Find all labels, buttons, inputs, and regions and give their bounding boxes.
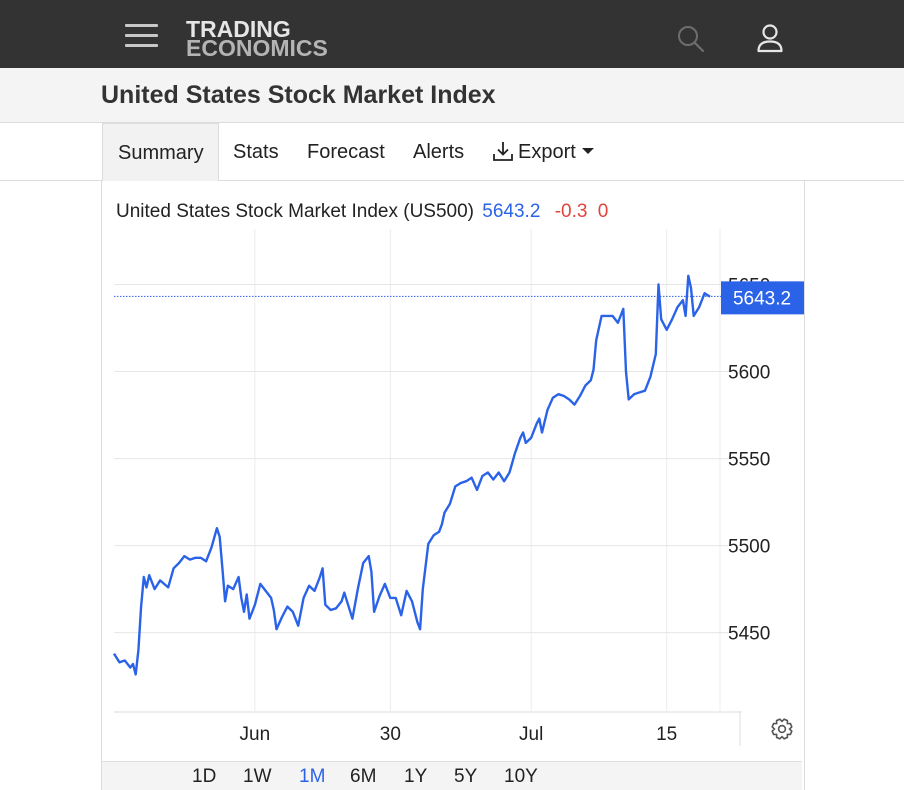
price-chart[interactable]: 54505500555056005650Jun30Jul155643.2 — [102, 181, 804, 761]
tab-forecast-label: Forecast — [307, 141, 385, 163]
logo-line2: ECONOMICS — [186, 35, 328, 61]
chevron-down-icon — [581, 147, 594, 154]
tab-bar: Summary Stats Forecast Alerts Export — [0, 123, 904, 181]
y-tick-label: 5600 — [728, 363, 770, 384]
menu-icon[interactable] — [125, 24, 158, 48]
time-range-bar: 1D 1W 1M 6M 1Y 5Y 10Y — [102, 761, 802, 790]
chart-panel: 54505500555056005650Jun30Jul155643.2 Uni… — [101, 181, 805, 790]
chart-change: -0.3 — [554, 201, 588, 222]
title-bar: United States Stock Market Index — [0, 68, 904, 123]
logo-line1: TRADING — [186, 16, 291, 42]
page-title: United States Stock Market Index — [101, 81, 496, 109]
x-tick-label: 15 — [656, 724, 677, 745]
x-tick-label: 30 — [380, 724, 401, 745]
tab-alerts[interactable]: Alerts — [413, 123, 464, 180]
chart-change-percent: 0 — [597, 201, 609, 222]
range-1d[interactable]: 1D — [192, 766, 217, 787]
series-line — [112, 274, 711, 676]
chart-instrument-name: United States Stock Market Index (US500) — [116, 201, 474, 222]
y-tick-label: 5550 — [728, 450, 770, 471]
tab-summary-label: Summary — [118, 142, 204, 164]
tab-summary[interactable]: Summary — [102, 123, 219, 181]
tab-stats[interactable]: Stats — [233, 123, 279, 180]
trading-economics-logo[interactable]: TRADING ECONOMICS — [186, 16, 356, 61]
range-5y[interactable]: 5Y — [454, 766, 478, 787]
range-10y[interactable]: 10Y — [504, 766, 538, 787]
search-icon[interactable] — [676, 24, 706, 54]
x-tick-label: Jun — [240, 724, 271, 745]
y-tick-label: 5500 — [728, 537, 770, 558]
range-6m[interactable]: 6M — [350, 766, 377, 787]
chart-price: 5643.2 — [482, 201, 541, 222]
range-1w[interactable]: 1W — [243, 766, 272, 787]
tab-export[interactable]: Export — [492, 123, 594, 180]
tab-stats-label: Stats — [233, 141, 279, 163]
tab-alerts-label: Alerts — [413, 141, 465, 163]
download-icon — [493, 141, 513, 161]
range-1y[interactable]: 1Y — [404, 766, 428, 787]
tab-forecast[interactable]: Forecast — [307, 123, 385, 180]
y-tick-label: 5450 — [728, 624, 770, 645]
range-1m[interactable]: 1M — [299, 766, 326, 787]
chart-header: United States Stock Market Index (US500)… — [116, 201, 608, 223]
top-navigation-bar: TRADING ECONOMICS — [0, 0, 904, 68]
x-tick-label: Jul — [519, 724, 543, 745]
current-value-badge-label: 5643.2 — [733, 288, 791, 309]
gear-icon[interactable] — [770, 717, 794, 741]
user-icon[interactable] — [755, 22, 785, 54]
current-value-badge — [721, 281, 804, 315]
tab-export-label: Export — [518, 141, 576, 163]
